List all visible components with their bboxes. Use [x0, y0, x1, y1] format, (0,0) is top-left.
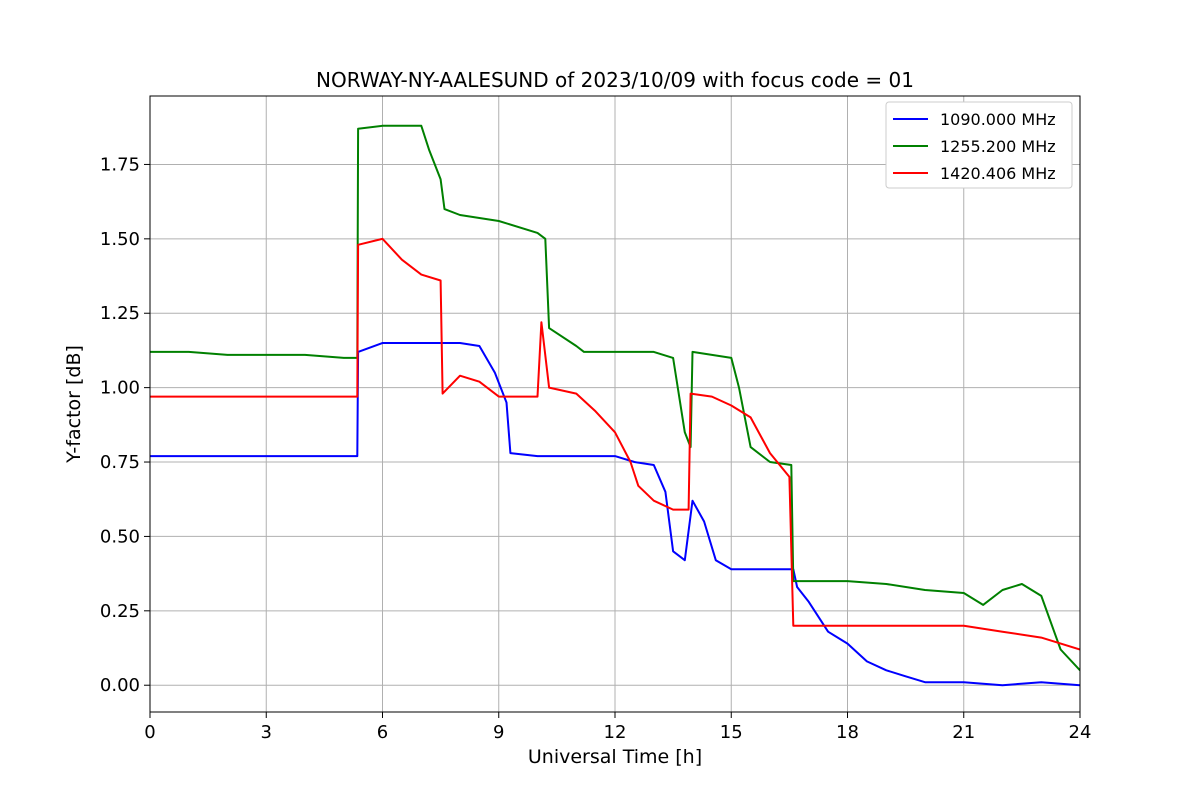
series-line-0 — [150, 342, 1080, 687]
legend-box — [885, 101, 1073, 189]
x-ticks: 0 3 6 9 12 15 18 21 24 — [144, 712, 1091, 743]
x-tick-label: 6 — [377, 722, 388, 743]
y-tick-label: 1.50 — [100, 229, 140, 250]
y-axis-label: Y-factor [dB] — [63, 345, 85, 464]
y-ticks: 0.00 0.25 0.50 0.75 1.00 1.25 1.50 1.75 — [100, 154, 150, 696]
series-layer — [150, 124, 1080, 687]
y-tick-label: 0.00 — [100, 675, 140, 696]
y-tick-label: 1.25 — [100, 303, 140, 324]
y-tick-label: 0.75 — [100, 452, 140, 473]
x-tick-label: 21 — [952, 722, 975, 743]
x-tick-label: 15 — [720, 722, 743, 743]
series-line-2 — [150, 237, 1080, 651]
x-tick-label: 3 — [261, 722, 272, 743]
x-tick-label: 0 — [144, 722, 155, 743]
x-tick-label: 12 — [604, 722, 627, 743]
y-tick-label: 0.25 — [100, 601, 140, 622]
x-tick-label: 9 — [493, 722, 504, 743]
x-tick-label: 18 — [836, 722, 859, 743]
legend-label-1: 1255.200 MHz — [940, 137, 1056, 156]
x-tick-label: 24 — [1069, 722, 1092, 743]
chart-title: NORWAY-NY-AALESUND of 2023/10/09 with fo… — [316, 68, 914, 92]
series-line-1 — [150, 124, 1080, 671]
x-axis-label: Universal Time [h] — [528, 746, 702, 768]
y-tick-label: 1.00 — [100, 378, 140, 399]
y-tick-label: 0.50 — [100, 526, 140, 547]
legend-label-2: 1420.406 MHz — [940, 164, 1056, 183]
legend-label-0: 1090.000 MHz — [940, 110, 1056, 129]
legend: 1090.000 MHz 1255.200 MHz 1420.406 MHz — [885, 101, 1073, 189]
y-tick-label: 1.75 — [100, 154, 140, 175]
